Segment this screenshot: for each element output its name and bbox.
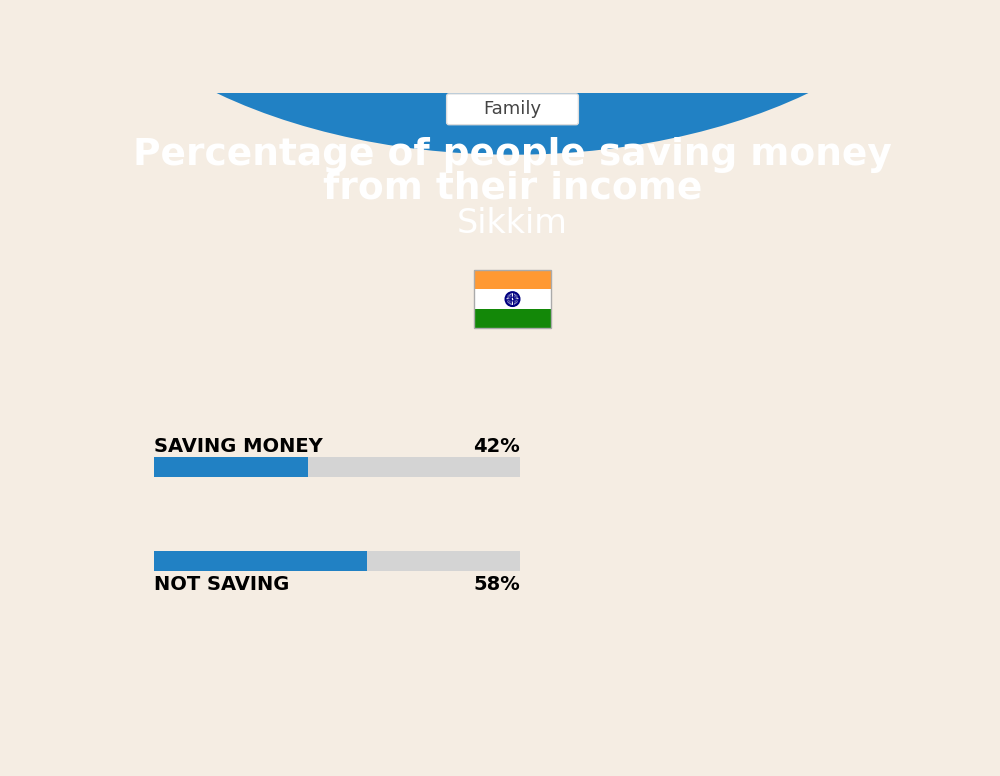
Bar [154, 456, 520, 476]
Text: NOT SAVING: NOT SAVING [154, 575, 290, 594]
Bar [154, 456, 308, 476]
Text: SAVING MONEY: SAVING MONEY [154, 437, 323, 456]
Text: 42%: 42% [474, 437, 520, 456]
Text: Family: Family [483, 100, 542, 118]
Text: 58%: 58% [474, 575, 520, 594]
Text: from their income: from their income [323, 171, 702, 206]
Ellipse shape [48, 0, 978, 154]
Text: Percentage of people saving money: Percentage of people saving money [133, 137, 892, 173]
Bar [474, 309, 551, 328]
Bar [474, 270, 551, 289]
Bar [154, 551, 367, 571]
Bar [474, 289, 551, 309]
Bar [474, 270, 551, 328]
FancyBboxPatch shape [447, 94, 578, 125]
Text: Sikkim: Sikkim [457, 206, 568, 240]
Bar [154, 551, 520, 571]
